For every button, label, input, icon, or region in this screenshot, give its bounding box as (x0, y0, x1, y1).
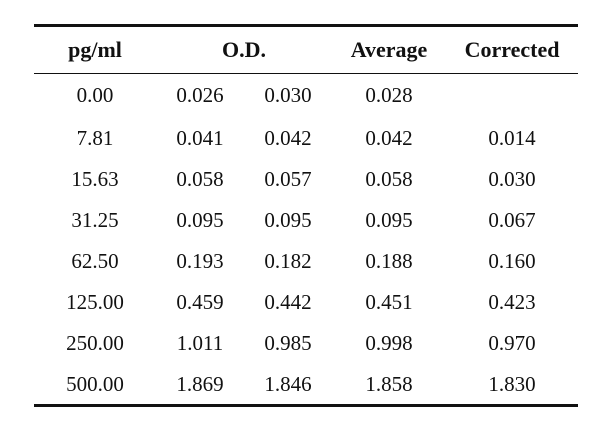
cell-average: 1.858 (365, 372, 413, 396)
cell-average: 0.451 (365, 290, 413, 314)
table-row: 0.00 0.026 0.030 0.028 (34, 73, 578, 118)
cell-od-2: 0.182 (264, 249, 312, 273)
table-row: 7.81 0.041 0.042 0.042 0.014 (34, 118, 578, 159)
cell-pg: 125.00 (66, 290, 124, 314)
cell-pg: 7.81 (76, 126, 114, 150)
table-row: 31.25 0.095 0.095 0.095 0.067 (34, 200, 578, 241)
cell-pg: 0.00 (76, 83, 114, 107)
cell-od-2: 0.985 (264, 331, 312, 355)
cell-pg: 31.25 (71, 208, 119, 232)
cell-od-2: 0.030 (264, 83, 312, 107)
header-average: Average (350, 37, 428, 62)
cell-od-1: 1.011 (176, 331, 224, 355)
cell-average: 0.042 (365, 126, 413, 150)
table-row: 62.50 0.193 0.182 0.188 0.160 (34, 241, 578, 282)
table-top-rule (34, 24, 578, 27)
table-row: 15.63 0.058 0.057 0.058 0.030 (34, 159, 578, 200)
table-row: 125.00 0.459 0.442 0.451 0.423 (34, 282, 578, 323)
cell-average: 0.028 (365, 83, 413, 107)
table-header-rule (34, 73, 578, 74)
cell-od-2: 1.846 (264, 372, 312, 396)
table-body: 0.00 0.026 0.030 0.028 7.81 0.041 0.042 … (34, 73, 578, 405)
cell-od-1: 1.869 (176, 372, 224, 396)
cell-od-1: 0.041 (176, 126, 224, 150)
cell-od-1: 0.026 (176, 83, 224, 107)
cell-od-2: 0.042 (264, 126, 312, 150)
cell-od-1: 0.095 (176, 208, 224, 232)
cell-corrected: 1.830 (488, 372, 536, 396)
cell-pg: 250.00 (66, 331, 124, 355)
table-header-row: pg/ml O.D. Average Corrected (34, 27, 578, 73)
cell-corrected: 0.423 (488, 290, 536, 314)
cell-od-2: 0.057 (264, 167, 312, 191)
cell-corrected: 0.160 (488, 249, 536, 273)
cell-average: 0.058 (365, 167, 413, 191)
table-bottom-rule (34, 404, 578, 407)
cell-pg: 15.63 (71, 167, 119, 191)
table-row: 500.00 1.869 1.846 1.858 1.830 (34, 364, 578, 405)
cell-average: 0.998 (365, 331, 413, 355)
cell-corrected: 0.014 (488, 126, 536, 150)
cell-od-1: 0.058 (176, 167, 224, 191)
cell-od-1: 0.193 (176, 249, 224, 273)
cell-od-2: 0.442 (264, 290, 312, 314)
cell-pg: 500.00 (66, 372, 124, 396)
cell-average: 0.095 (365, 208, 413, 232)
cell-corrected: 0.970 (488, 331, 536, 355)
cell-corrected: 0.067 (488, 208, 536, 232)
header-corrected: Corrected (464, 37, 560, 62)
header-od: O.D. (222, 37, 266, 62)
cell-corrected: 0.030 (488, 167, 536, 191)
cell-average: 0.188 (365, 249, 413, 273)
cell-pg: 62.50 (71, 249, 119, 273)
cell-corrected (446, 73, 578, 118)
cell-od-1: 0.459 (176, 290, 224, 314)
table-row: 250.00 1.011 0.985 0.998 0.970 (34, 323, 578, 364)
standard-curve-table: pg/ml O.D. Average Corrected 0.00 0.026 … (34, 27, 578, 405)
header-pg-ml: pg/ml (68, 37, 122, 62)
cell-od-2: 0.095 (264, 208, 312, 232)
